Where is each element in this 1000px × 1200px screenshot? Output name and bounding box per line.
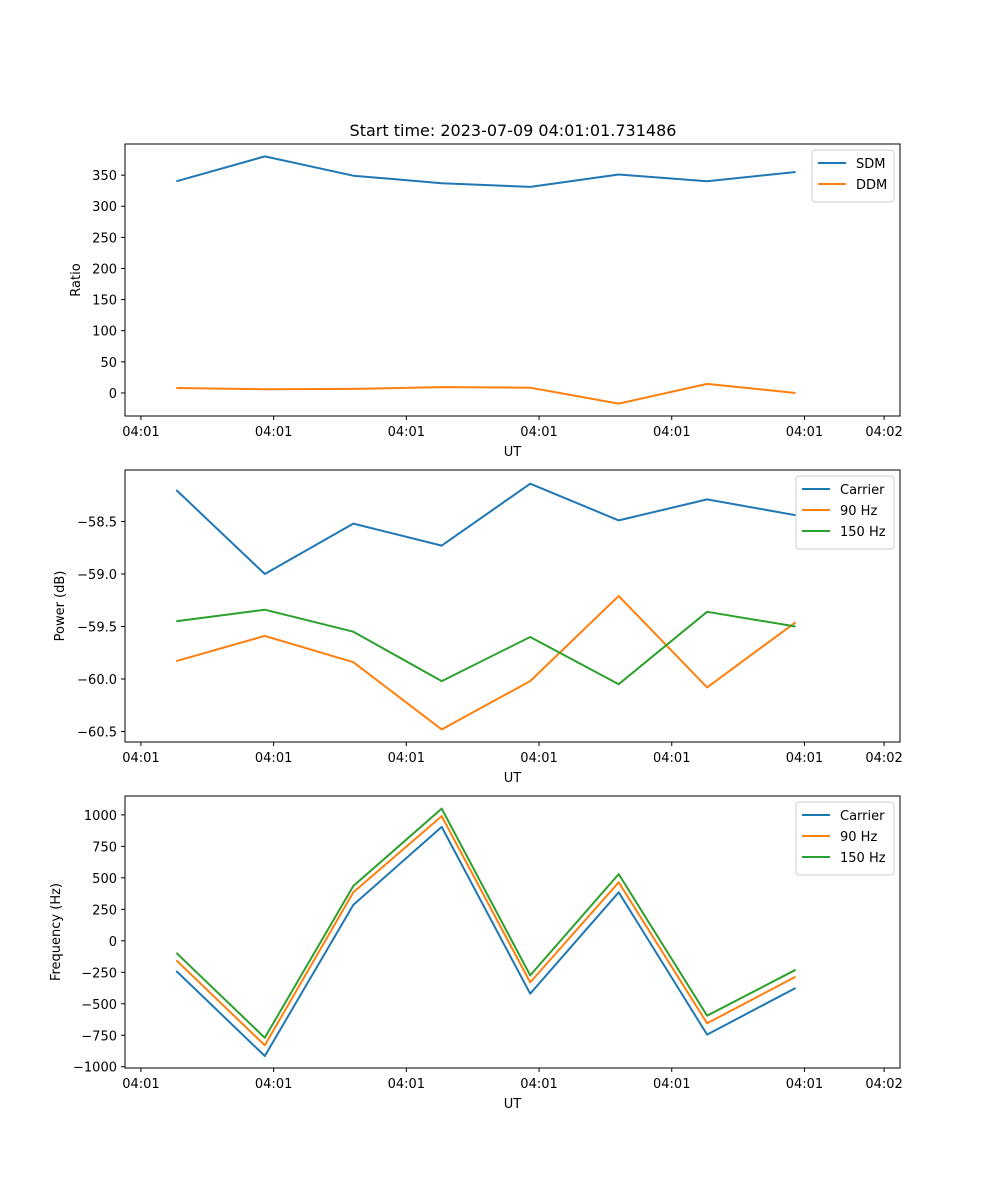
legend: Carrier 90 Hz 150 Hz	[795, 801, 895, 876]
x-tick-label: 04:01	[388, 425, 425, 440]
plot-area	[124, 795, 901, 1069]
series-line-carrier	[175, 482, 796, 575]
y-tick-label: −60.0	[77, 673, 117, 688]
y-tick-label: −500	[81, 998, 117, 1013]
y-tick-label: 150	[92, 294, 117, 309]
y-tick-label: −750	[81, 1029, 117, 1044]
y-tick-label: 250	[92, 231, 117, 246]
x-tick-label: 04:01	[520, 1077, 557, 1092]
series-line-90-hz	[175, 815, 797, 1047]
y-tick-label: −60.5	[77, 725, 117, 740]
legend-label: 150 Hz	[840, 851, 886, 866]
y-tick-label: 300	[92, 200, 117, 215]
series-line-ddm	[176, 382, 796, 405]
x-axis-label: UT	[504, 445, 522, 460]
y-tick-label: 100	[92, 325, 117, 340]
legend-label: Carrier	[840, 809, 885, 824]
x-tick-label: 04:01	[122, 425, 159, 440]
x-tick-label: 04:01	[520, 425, 557, 440]
plot-area	[124, 469, 901, 743]
y-tick-label: 250	[92, 903, 117, 918]
x-tick-label: 04:02	[865, 751, 902, 766]
y-tick-label: 750	[92, 840, 117, 855]
y-tick-label: −1000	[73, 1061, 117, 1076]
x-tick-label: 04:01	[255, 425, 292, 440]
y-axis-label: Power (dB)	[53, 571, 68, 642]
y-tick-label: 0	[109, 935, 117, 950]
x-tick-label: 04:01	[786, 425, 823, 440]
y-tick-label: 50	[100, 356, 117, 371]
x-tick-label: 04:01	[388, 751, 425, 766]
series-line-carrier	[175, 825, 797, 1057]
x-tick-label: 04:01	[255, 751, 292, 766]
chart-title: Start time: 2023-07-09 04:01:01.731486	[350, 121, 677, 140]
plot-area	[124, 143, 901, 417]
y-tick-label: 200	[92, 262, 117, 277]
panel-3: 04:01 04:01 04:01 04:01 04:01 04:01 04:02 −1000…	[49, 795, 903, 1112]
legend-label: DDM	[856, 178, 887, 193]
series-line-sdm	[176, 155, 796, 188]
x-tick-label: 04:01	[388, 1077, 425, 1092]
y-tick-label: −58.5	[77, 515, 117, 530]
y-axis-label: Ratio	[69, 263, 84, 296]
x-axis-label: UT	[504, 771, 522, 786]
y-axis-label: Frequency (Hz)	[49, 883, 64, 981]
x-tick-label: 04:01	[653, 1077, 690, 1092]
x-tick-label: 04:01	[653, 425, 690, 440]
y-tick-label: −250	[81, 966, 117, 981]
x-tick-label: 04:01	[786, 1077, 823, 1092]
series-line-150-hz	[175, 807, 797, 1039]
y-tick-label: 0	[109, 387, 117, 402]
series-line-150-hz	[176, 608, 796, 686]
x-axis-label: UT	[504, 1097, 522, 1112]
x-tick-label: 04:01	[255, 1077, 292, 1092]
x-tick-label: 04:01	[786, 751, 823, 766]
y-tick-label: −59.0	[77, 568, 117, 583]
y-tick-label: 1000	[84, 809, 117, 824]
x-tick-label: 04:01	[520, 751, 557, 766]
series-line-90-hz	[176, 595, 797, 731]
legend: Carrier 90 Hz 150 Hz	[795, 475, 895, 550]
y-tick-label: −59.5	[77, 620, 117, 635]
panel-2: 04:01 04:01 04:01 04:01 04:01 04:01 04:02 −60.5…	[53, 469, 903, 786]
legend-label: 150 Hz	[840, 525, 886, 540]
legend-label: 90 Hz	[840, 504, 877, 519]
y-tick-label: 350	[92, 169, 117, 184]
x-tick-label: 04:01	[653, 751, 690, 766]
chart-panels: 04:01 04:01 04:01 04:01 04:01 04:01 04:02 0 50 10…	[49, 143, 903, 1112]
x-tick-label: 04:01	[122, 751, 159, 766]
legend-label: Carrier	[840, 483, 885, 498]
panel-1: 04:01 04:01 04:01 04:01 04:01 04:01 04:02 0 50 10…	[69, 143, 903, 460]
legend-label: 90 Hz	[840, 830, 877, 845]
x-tick-label: 04:02	[865, 425, 902, 440]
x-tick-label: 04:02	[865, 1077, 902, 1092]
legend-label: SDM	[856, 157, 885, 172]
x-tick-label: 04:01	[122, 1077, 159, 1092]
y-tick-label: 500	[92, 872, 117, 887]
legend: SDM DDM	[811, 149, 895, 203]
